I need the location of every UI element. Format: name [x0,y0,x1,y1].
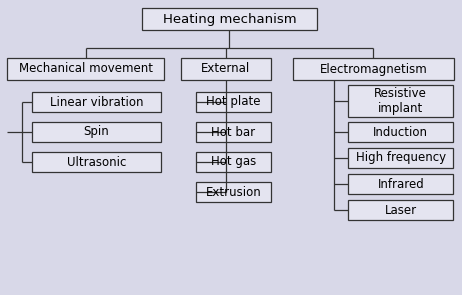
Text: High frequency: High frequency [356,152,446,165]
Text: Infrared: Infrared [377,178,424,191]
FancyBboxPatch shape [196,92,271,112]
FancyBboxPatch shape [348,122,453,142]
Text: Ultrasonic: Ultrasonic [67,155,126,168]
Text: Heating mechanism: Heating mechanism [163,12,296,25]
FancyBboxPatch shape [196,152,271,172]
Text: External: External [201,63,250,76]
Text: Extrusion: Extrusion [206,186,261,199]
Text: Linear vibration: Linear vibration [50,96,143,109]
FancyBboxPatch shape [7,58,164,80]
Text: Hot plate: Hot plate [206,96,261,109]
FancyBboxPatch shape [293,58,454,80]
FancyBboxPatch shape [348,148,453,168]
FancyBboxPatch shape [348,174,453,194]
Text: Spin: Spin [84,125,109,138]
FancyBboxPatch shape [32,152,161,172]
Text: Resistive
implant: Resistive implant [374,87,427,115]
FancyBboxPatch shape [181,58,271,80]
Text: Laser: Laser [385,204,417,217]
Text: Induction: Induction [373,125,428,138]
FancyBboxPatch shape [348,85,453,117]
Text: Hot gas: Hot gas [211,155,256,168]
FancyBboxPatch shape [196,182,271,202]
Text: Mechanical movement: Mechanical movement [18,63,152,76]
Text: Hot bar: Hot bar [212,125,255,138]
FancyBboxPatch shape [348,200,453,220]
FancyBboxPatch shape [142,8,316,30]
FancyBboxPatch shape [196,122,271,142]
FancyBboxPatch shape [32,122,161,142]
FancyBboxPatch shape [32,92,161,112]
Text: Electromagnetism: Electromagnetism [320,63,427,76]
